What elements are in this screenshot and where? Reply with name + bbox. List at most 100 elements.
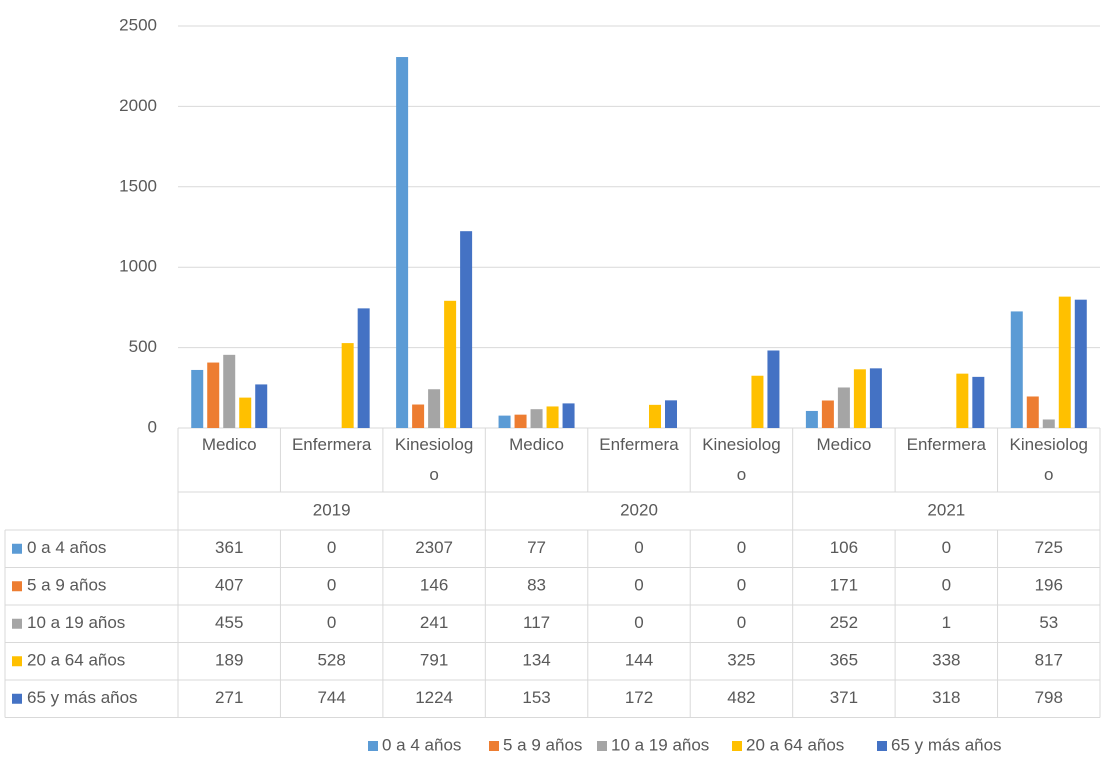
bar [665,400,677,428]
group-label: 2020 [620,500,658,519]
table-value: 318 [932,688,960,707]
table-series-name: 0 a 4 años [27,538,106,557]
bar [956,373,969,428]
x-tick-label: Medico [201,435,257,454]
table-key [12,656,22,667]
table-value: 134 [522,651,550,670]
bar [191,369,204,428]
bar [821,400,834,428]
bar [837,387,850,428]
bar [530,409,543,428]
y-tick-label: 1500 [119,176,157,195]
bar [207,362,220,428]
table-value: 171 [830,576,858,595]
table-value: 798 [1035,688,1063,707]
group-label: 2021 [927,500,965,519]
bar [1026,396,1039,428]
table-value: 77 [527,538,546,557]
table-value: 1 [942,613,951,632]
y-tick-label: 1000 [119,257,157,276]
table-series-name: 20 a 64 años [27,651,125,670]
table-value: 817 [1035,651,1063,670]
bar [1010,311,1023,428]
table-value: 241 [420,613,448,632]
table-series-name: 5 a 9 años [27,576,106,595]
table-value: 528 [317,651,345,670]
table-value: 725 [1035,538,1063,557]
bar [869,368,882,428]
table-value: 189 [215,651,243,670]
table-value: 338 [932,651,960,670]
legend-key [877,741,887,751]
bar [1042,419,1055,428]
table-value: 0 [942,538,951,557]
table-value: 271 [215,688,243,707]
bar [412,404,425,428]
bar [239,397,252,428]
y-tick-label: 0 [148,417,157,436]
x-tick-label: Enfermera [291,435,372,454]
group-label: 2019 [313,500,351,519]
legend-label: 20 a 64 años [746,735,844,754]
table-value: 325 [727,651,755,670]
x-tick-label: Kinesiologo [1009,435,1088,484]
table-value: 1224 [415,688,453,707]
legend-label: 5 a 9 años [503,735,582,754]
table-value: 0 [634,538,643,557]
table-value: 252 [830,613,858,632]
bar [255,384,268,428]
table-value: 2307 [415,538,453,557]
bar [649,404,661,428]
table-value: 0 [327,576,336,595]
legend-label: 0 a 4 años [382,735,461,754]
table-value: 0 [737,613,746,632]
x-tick-label: Enfermera [906,435,987,454]
table-value: 365 [830,651,858,670]
legend-key [732,741,742,751]
y-tick-label: 500 [129,337,157,356]
table-value: 83 [527,576,546,595]
bar [805,410,818,428]
table-value: 744 [317,688,345,707]
x-tick-label: Enfermera [599,435,679,454]
bar [223,354,236,428]
table-value: 144 [625,651,653,670]
table-value: 106 [830,538,858,557]
table-key [12,693,22,704]
table-value: 0 [327,538,336,557]
table-value: 361 [215,538,243,557]
bar [1074,299,1087,428]
table-value: 146 [420,576,448,595]
bar [428,389,441,428]
bar [1058,296,1071,428]
x-tick-label: Medico [509,435,564,454]
table-value: 0 [327,613,336,632]
table-value: 0 [737,576,746,595]
table-value: 0 [942,576,951,595]
table-value: 0 [634,613,643,632]
table-value: 407 [215,576,243,595]
table-value: 153 [522,688,550,707]
table-value: 455 [215,613,243,632]
table-key [12,543,22,554]
table-series-name: 10 a 19 años [27,613,125,632]
table-value: 196 [1035,576,1063,595]
bar [562,403,575,428]
table-series-name: 65 y más años [27,688,138,707]
bar [972,376,985,428]
table-key [12,618,22,629]
x-tick-label: Medico [816,435,872,454]
x-tick-label: Kinesiologo [702,435,781,484]
table-value: 117 [523,613,550,632]
bar [853,369,866,428]
bar [444,300,457,428]
y-tick-label: 2000 [119,96,157,115]
legend-label: 65 y más años [891,735,1002,754]
legend-key [597,741,607,751]
legend-key [368,741,378,751]
table-value: 482 [727,688,755,707]
bar [514,414,527,428]
legend-key [489,741,499,751]
